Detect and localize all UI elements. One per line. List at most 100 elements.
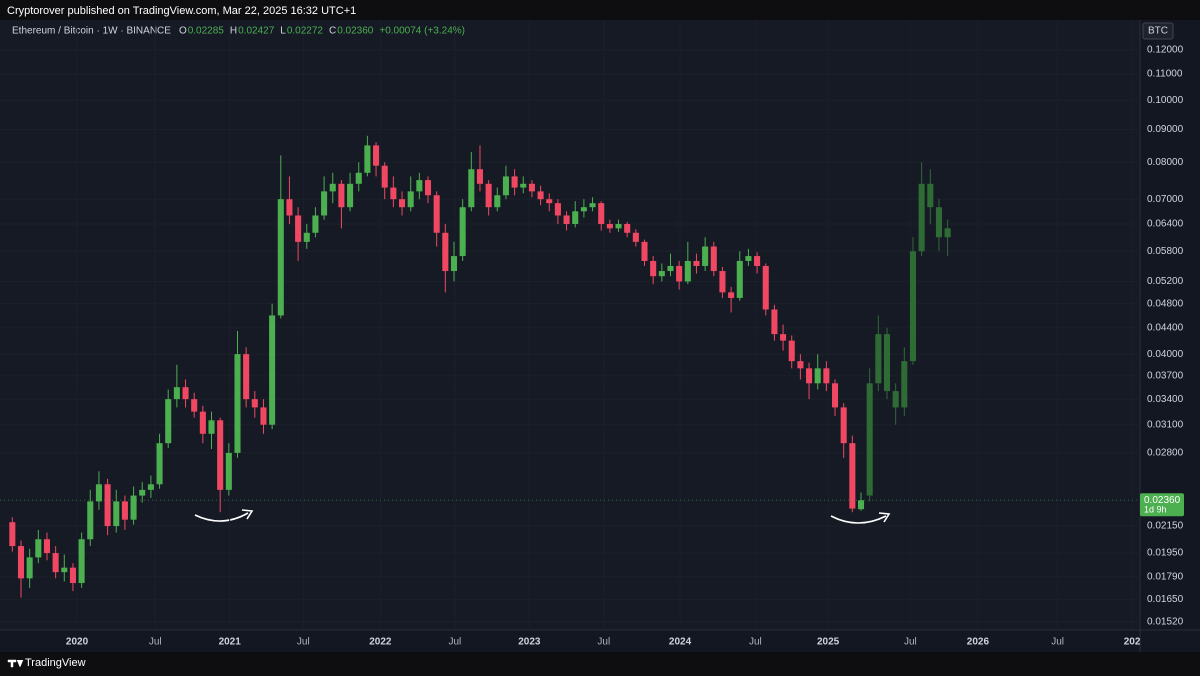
arrow-head bbox=[878, 512, 891, 523]
y-tick-label: 0.05200 bbox=[1147, 276, 1184, 287]
candle-body bbox=[814, 368, 821, 384]
price-tag bbox=[1140, 493, 1184, 517]
candle-body bbox=[407, 191, 414, 208]
candle-body bbox=[476, 169, 484, 184]
candle-body bbox=[892, 391, 899, 408]
top-bar bbox=[0, 0, 1200, 20]
candle-body bbox=[771, 309, 778, 335]
candle-body bbox=[191, 399, 198, 412]
x-tick-label: Jul bbox=[597, 637, 610, 648]
y-tick-label: 0.04400 bbox=[1147, 322, 1184, 333]
candle-body bbox=[225, 452, 232, 490]
candle-body bbox=[537, 191, 544, 200]
y-tick-label: 0.05800 bbox=[1147, 246, 1184, 257]
candle-body bbox=[277, 199, 284, 316]
candle-body bbox=[788, 340, 795, 362]
y-tick-label: 0.03700 bbox=[1147, 370, 1184, 381]
candle-body bbox=[35, 539, 42, 558]
x-tick-label: 2021 bbox=[219, 637, 242, 648]
y-tick-label: 0.03100 bbox=[1147, 419, 1184, 430]
candle-body bbox=[658, 271, 665, 277]
x-tick-label: 2023 bbox=[518, 637, 541, 648]
candle-body bbox=[598, 203, 605, 224]
arrow-annotation bbox=[830, 515, 887, 524]
candle-body bbox=[199, 411, 206, 434]
candle-body bbox=[61, 567, 68, 573]
y-tick-label: 0.12000 bbox=[1147, 45, 1184, 56]
candle-body bbox=[286, 199, 293, 216]
candle-body bbox=[295, 215, 302, 242]
x-tick-label: 2022 bbox=[369, 637, 392, 648]
x-tick-label: Jul bbox=[297, 637, 310, 648]
candle-body bbox=[797, 361, 804, 369]
candle-body bbox=[528, 183, 535, 192]
x-tick-label: 2025 bbox=[817, 637, 840, 648]
candle-body bbox=[615, 223, 622, 229]
x-tick-label: 2026 bbox=[967, 637, 990, 648]
candle-body bbox=[745, 256, 752, 261]
arrow-annotation bbox=[194, 512, 249, 522]
candle-body bbox=[736, 260, 743, 298]
y-tick-label: 0.09000 bbox=[1147, 124, 1184, 135]
brand-logo bbox=[7, 659, 24, 668]
candle-body bbox=[875, 334, 882, 384]
legend-change: +0.00074 (+3.24%) bbox=[379, 26, 465, 37]
candle-body bbox=[43, 539, 51, 554]
y-axis-unit: BTC bbox=[1148, 26, 1168, 37]
candle-body bbox=[641, 241, 648, 261]
candle-body bbox=[857, 500, 865, 510]
x-tick-label: Jul bbox=[749, 637, 762, 648]
candle-body bbox=[243, 354, 250, 400]
y-tick-label: 0.06400 bbox=[1147, 219, 1184, 230]
candle-body bbox=[303, 232, 310, 242]
x-tick-label: 202 bbox=[1124, 637, 1141, 648]
candle-body bbox=[173, 387, 180, 400]
candle-body bbox=[883, 334, 891, 392]
candle-body bbox=[182, 387, 189, 400]
candle-body bbox=[139, 489, 146, 496]
candle-body bbox=[580, 207, 587, 212]
publisher: Cryptorover published on TradingView.com… bbox=[7, 5, 356, 17]
candle-body bbox=[667, 265, 674, 272]
legend-value: 0.02272 bbox=[287, 26, 324, 37]
candle-body bbox=[719, 271, 726, 293]
candle-body bbox=[364, 145, 371, 173]
candle-body bbox=[251, 399, 258, 408]
candle-body bbox=[217, 420, 224, 490]
y-tick-label: 0.11000 bbox=[1147, 69, 1183, 80]
candle-body bbox=[156, 443, 163, 485]
y-tick-label: 0.02800 bbox=[1147, 448, 1184, 459]
candle-body bbox=[710, 246, 717, 272]
candle-body bbox=[754, 256, 761, 266]
candle-body bbox=[589, 203, 596, 208]
candle-body bbox=[676, 265, 683, 282]
candle-body bbox=[494, 195, 501, 208]
legend-key: O bbox=[179, 26, 187, 37]
chart-title: Ethereum / Bitcoin · 1W · BINANCE bbox=[12, 26, 171, 37]
candle-body bbox=[728, 292, 735, 298]
candle-body bbox=[329, 183, 336, 192]
candle-body bbox=[944, 228, 951, 238]
candle-body bbox=[502, 176, 509, 196]
candle-body bbox=[918, 183, 925, 252]
candle-body bbox=[684, 260, 691, 282]
candle-body bbox=[572, 211, 579, 224]
y-tick-label: 0.08000 bbox=[1147, 157, 1184, 168]
candle-body bbox=[381, 165, 388, 188]
y-tick-label: 0.07000 bbox=[1147, 194, 1184, 205]
candle-body bbox=[347, 183, 354, 208]
y-tick-label: 0.01950 bbox=[1147, 548, 1184, 559]
candle-body bbox=[650, 260, 657, 277]
candle-body bbox=[321, 191, 328, 216]
candle-body bbox=[520, 183, 527, 188]
y-tick-label: 0.04000 bbox=[1147, 349, 1184, 360]
candle-body bbox=[442, 232, 449, 272]
candle-body bbox=[901, 361, 908, 408]
footer-bar bbox=[0, 652, 1200, 676]
y-tick-label: 0.01520 bbox=[1147, 617, 1184, 628]
candle-body bbox=[208, 420, 215, 434]
candle-body bbox=[104, 484, 111, 527]
legend-value: 0.02285 bbox=[188, 26, 225, 37]
